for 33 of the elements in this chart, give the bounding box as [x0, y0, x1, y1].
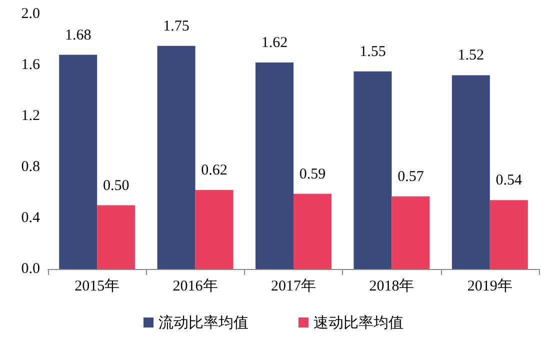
- bar: [452, 75, 490, 269]
- bar: [294, 194, 332, 269]
- x-tick-label: 2019年: [467, 278, 512, 294]
- data-label: 0.57: [398, 168, 424, 185]
- bar: [354, 71, 392, 269]
- y-tick-label: 0.0: [21, 261, 40, 277]
- data-label: 1.62: [261, 34, 288, 51]
- bar: [59, 54, 98, 269]
- bar: [256, 62, 294, 269]
- y-tick-label: 1.2: [21, 108, 40, 124]
- x-tick-label: 2015年: [74, 278, 120, 294]
- bar: [392, 196, 430, 269]
- y-tick-label: 0.4: [21, 210, 40, 226]
- data-label: 0.54: [496, 172, 523, 189]
- bar: [195, 190, 234, 269]
- y-tick-label: 1.6: [21, 57, 40, 73]
- data-label: 1.75: [163, 18, 190, 34]
- y-tick-label: 2.0: [21, 6, 40, 22]
- x-tick-label: 2017年: [271, 278, 316, 294]
- legend-label: 速动比率均值: [314, 314, 404, 332]
- data-label: 1.55: [360, 44, 386, 60]
- data-label: 1.52: [458, 48, 484, 64]
- x-tick-label: 2016年: [172, 278, 218, 294]
- x-tick-label: 2018年: [369, 278, 414, 294]
- y-tick-label: 0.8: [21, 159, 40, 175]
- data-label: 0.59: [299, 166, 326, 182]
- data-label: 1.68: [64, 27, 92, 44]
- bar: [157, 46, 196, 269]
- data-label: 0.62: [201, 162, 228, 178]
- data-label: 0.50: [102, 178, 130, 194]
- bar: [490, 200, 528, 269]
- legend-label: 流动比率均值: [158, 314, 248, 332]
- bar: [97, 205, 136, 269]
